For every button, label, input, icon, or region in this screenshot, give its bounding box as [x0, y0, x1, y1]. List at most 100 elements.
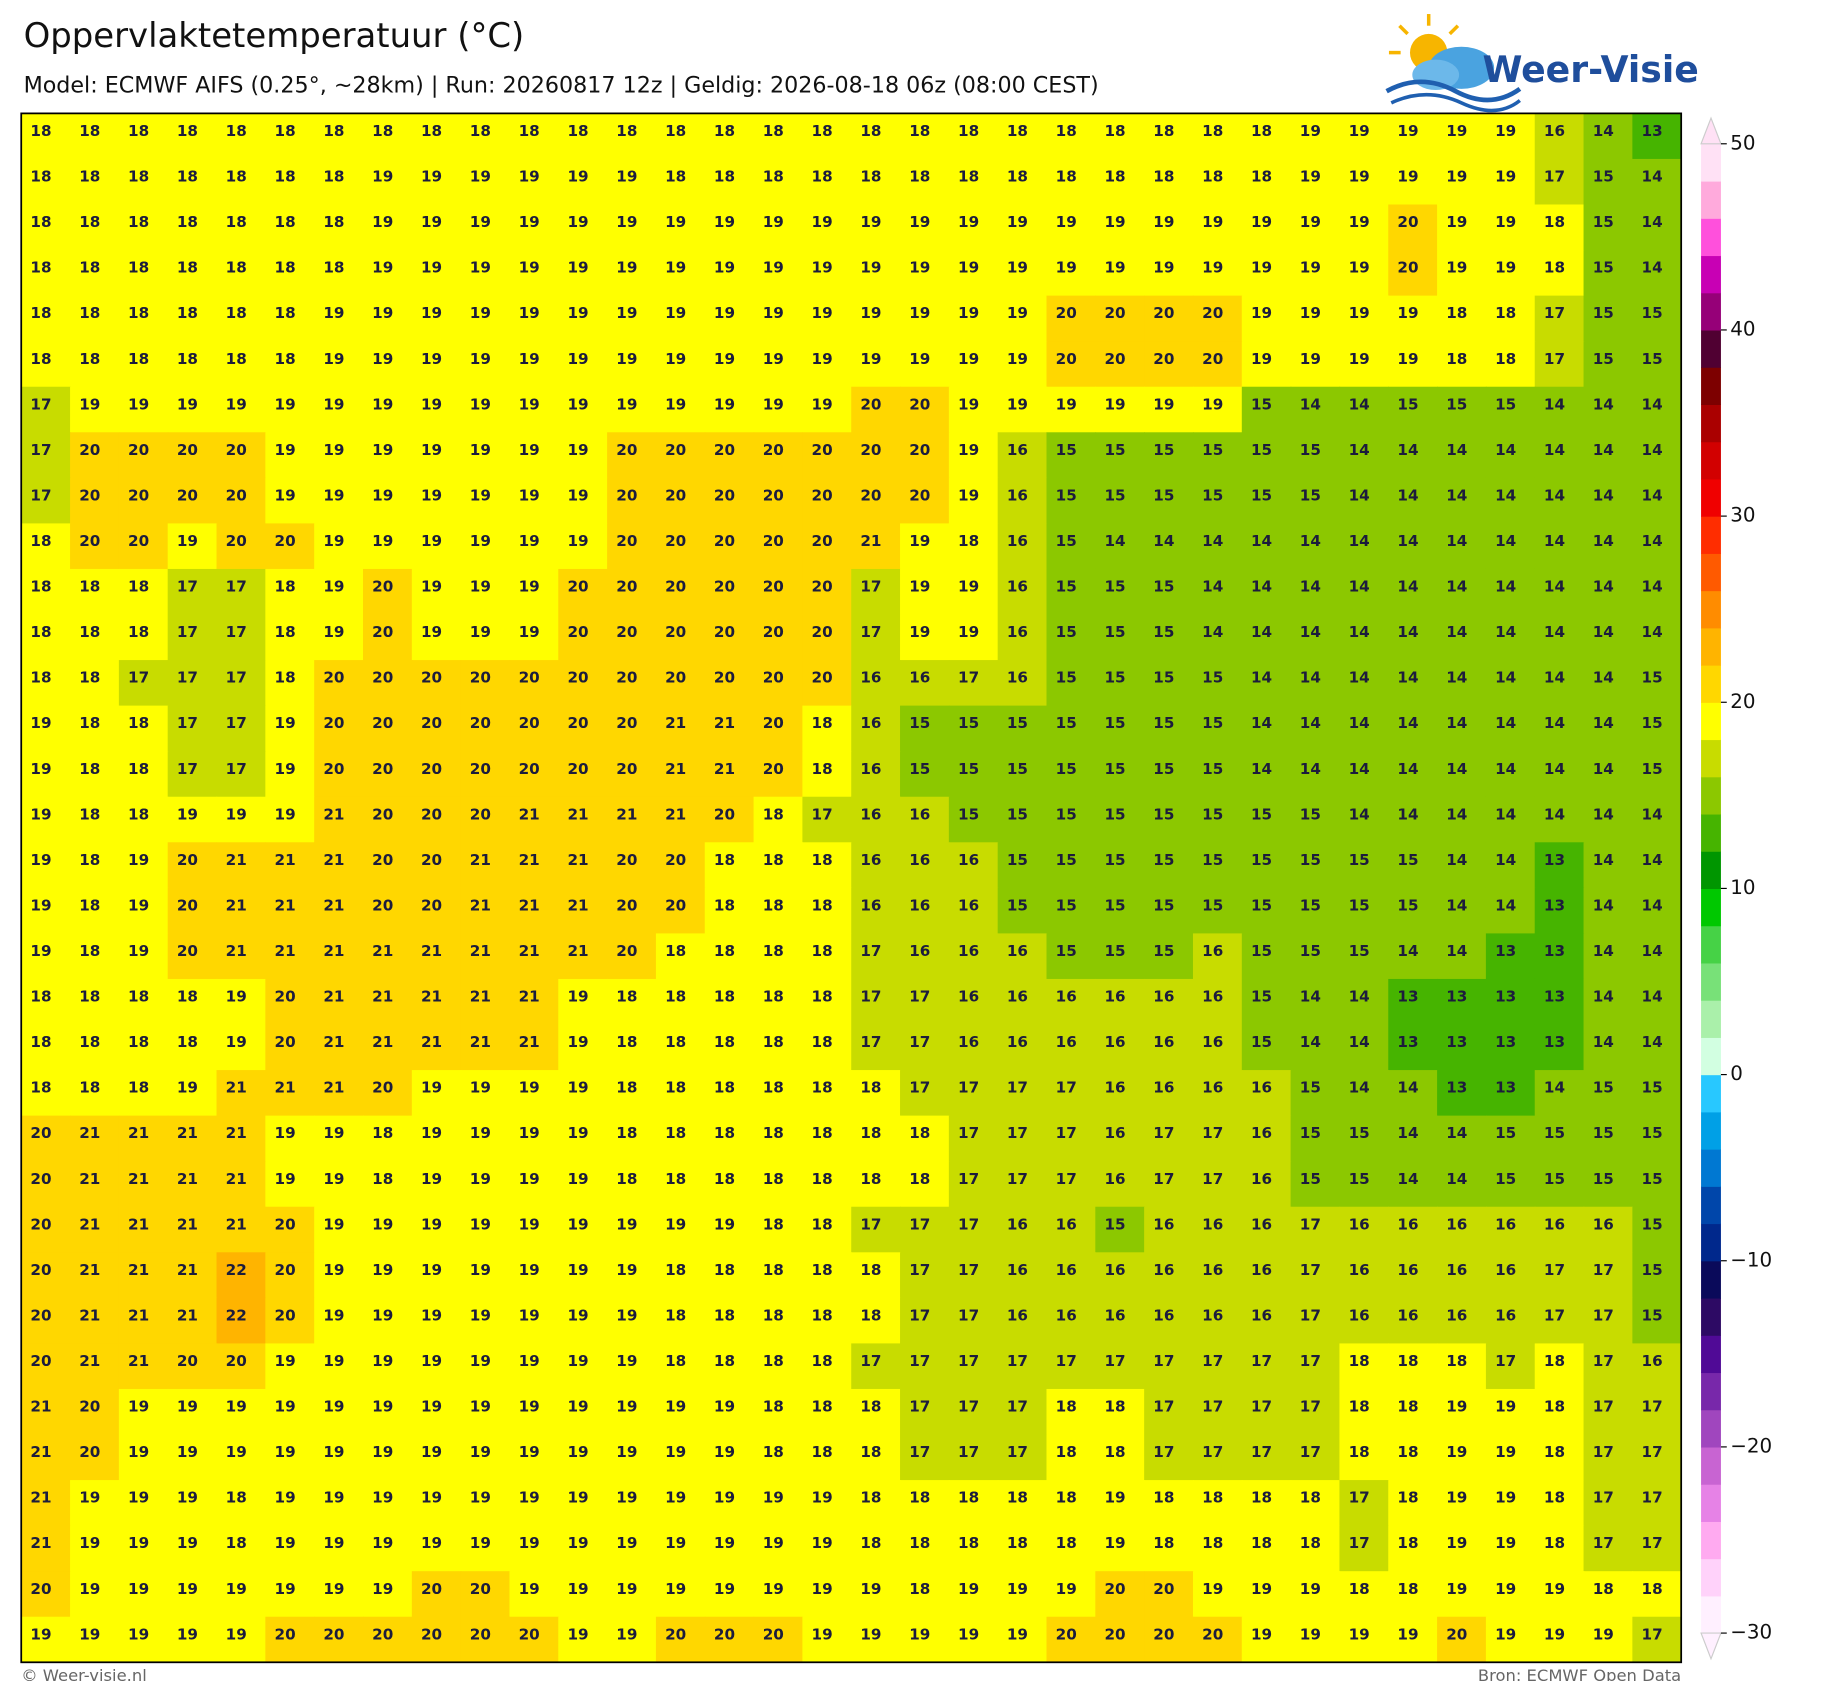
temp-label: 14	[1397, 1079, 1418, 1097]
temp-label: 18	[958, 1489, 979, 1507]
temp-cell	[265, 341, 315, 388]
temp-cell	[1192, 1070, 1243, 1117]
temp-label: 18	[79, 1033, 100, 1051]
temp-label: 17	[226, 760, 247, 778]
temp-cell	[607, 933, 657, 980]
temp-label: 14	[1642, 168, 1663, 186]
temp-cell	[1583, 842, 1634, 889]
temp-cell	[900, 341, 950, 388]
temp-label: 17	[1300, 1352, 1321, 1370]
temp-cell	[362, 158, 413, 206]
temp-label: 19	[519, 1124, 540, 1142]
temp-label: 19	[30, 805, 51, 823]
temp-label: 14	[1397, 486, 1418, 504]
temp-label: 19	[665, 1489, 686, 1507]
temp-cell	[362, 1388, 413, 1436]
temp-cell	[1095, 1343, 1145, 1390]
temp-label: 16	[1642, 1352, 1663, 1370]
temp-cell	[216, 1297, 267, 1345]
temp-label: 18	[714, 1306, 735, 1324]
temp-cell	[460, 1024, 511, 1071]
temp-label: 17	[860, 1352, 881, 1370]
temp-cell	[1290, 933, 1341, 980]
temp-cell	[607, 1206, 657, 1253]
temp-label: 20	[519, 714, 540, 732]
temp-cell	[509, 1070, 559, 1117]
temp-label: 19	[1251, 1580, 1272, 1598]
temp-label: 19	[275, 395, 296, 413]
temp-label: 19	[519, 1352, 540, 1370]
temp-cell	[118, 614, 169, 661]
temp-cell	[411, 1161, 462, 1208]
temp-cell	[167, 523, 218, 570]
temp-cell	[802, 1388, 852, 1436]
temp-cell	[362, 1070, 413, 1117]
temp-label: 16	[909, 942, 930, 960]
temp-label: 18	[79, 168, 100, 186]
temp-label: 20	[665, 623, 686, 641]
temp-cell	[1290, 1343, 1341, 1390]
temp-cell	[1485, 614, 1536, 661]
temp-label: 20	[567, 623, 588, 641]
temp-cell	[362, 477, 413, 525]
temp-cell	[1437, 1525, 1487, 1572]
temp-cell	[1241, 113, 1292, 160]
temp-cell	[509, 386, 559, 433]
temp-label: 18	[714, 122, 735, 140]
temp-cell	[509, 1343, 559, 1390]
temp-cell	[655, 113, 706, 160]
temp-cell	[1437, 113, 1487, 160]
temp-label: 21	[372, 988, 393, 1006]
temp-cell	[411, 523, 462, 570]
temp-label: 19	[567, 213, 588, 231]
temp-cell	[704, 204, 755, 251]
temp-cell	[411, 887, 462, 935]
temp-label: 21	[275, 851, 296, 869]
temp-cell	[509, 1480, 559, 1527]
temp-label: 19	[1495, 1625, 1516, 1643]
temp-label: 19	[1104, 395, 1125, 413]
temp-label: 18	[763, 122, 784, 140]
temp-cell	[1192, 295, 1243, 342]
colorbar-segment	[1701, 367, 1721, 405]
temp-label: 18	[79, 578, 100, 596]
temp-label: 21	[519, 805, 540, 823]
colorbar-label: −30	[1730, 1621, 1772, 1644]
temp-cell	[1095, 1252, 1145, 1299]
temp-label: 19	[519, 213, 540, 231]
temp-cell	[1632, 1115, 1682, 1162]
temp-label: 18	[128, 213, 149, 231]
temp-cell	[1437, 842, 1487, 889]
temp-cell	[1290, 1024, 1341, 1071]
temp-label: 15	[1056, 441, 1077, 459]
temp-cell	[753, 1115, 804, 1162]
temp-cell	[1192, 1252, 1243, 1299]
temp-label: 14	[1300, 395, 1321, 413]
colorbar-segment	[1701, 329, 1721, 368]
temp-cell	[1485, 477, 1536, 525]
temp-cell	[1144, 568, 1194, 616]
temp-label: 19	[372, 1306, 393, 1324]
temp-label: 15	[1642, 1170, 1663, 1188]
temp-cell	[997, 386, 1048, 433]
temp-cell	[997, 158, 1048, 206]
temp-cell	[70, 1525, 120, 1572]
temp-label: 19	[372, 1580, 393, 1598]
colorbar-segment	[1701, 1484, 1721, 1522]
temp-label: 17	[1251, 1443, 1272, 1461]
temp-label: 20	[323, 1625, 344, 1643]
temp-label: 20	[812, 578, 833, 596]
temp-cell	[1046, 1206, 1097, 1253]
temp-label: 14	[1446, 805, 1467, 823]
temp-label: 20	[79, 441, 100, 459]
temp-label: 20	[372, 760, 393, 778]
temp-label: 18	[763, 168, 784, 186]
temp-label: 20	[1104, 1625, 1125, 1643]
temp-cell	[1388, 1343, 1438, 1390]
temp-cell	[1290, 250, 1341, 297]
temp-cell	[1583, 751, 1634, 798]
temp-cell	[607, 1434, 657, 1481]
temp-label: 19	[30, 942, 51, 960]
temp-cell	[1388, 1571, 1438, 1618]
temp-label: 21	[616, 805, 637, 823]
